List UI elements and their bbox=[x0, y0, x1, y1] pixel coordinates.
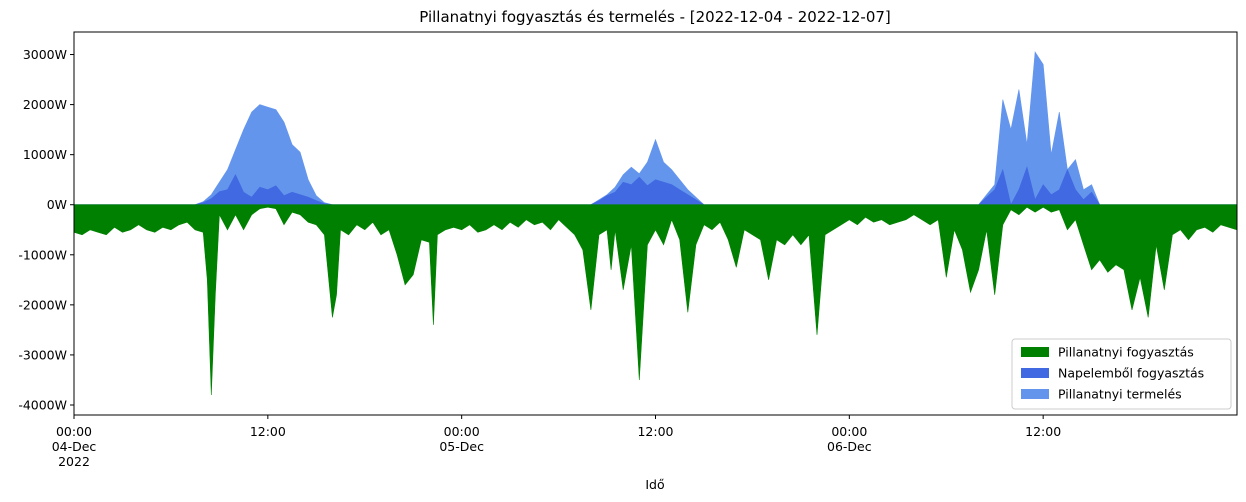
x-axis-label: Idő bbox=[645, 477, 664, 492]
x-tick-label: 2022 bbox=[58, 454, 90, 469]
legend: Pillanatnyi fogyasztás Napelemből fogyasz… bbox=[1011, 338, 1232, 410]
x-tick-label: 12:00 bbox=[637, 424, 673, 439]
chart-title: Pillanatnyi fogyasztás és termelés - [20… bbox=[419, 8, 891, 26]
series-area-pillanatnyi-termeles bbox=[74, 51, 1237, 205]
x-tick-label: 00:00 bbox=[444, 424, 480, 439]
legend-swatch-pillanatnyi-fogyasztas bbox=[1021, 347, 1049, 357]
y-tick-label: -1000W bbox=[18, 247, 67, 262]
y-tick-label: -2000W bbox=[18, 297, 67, 312]
x-tick-label: 00:00 bbox=[831, 424, 867, 439]
legend-swatch-napelembol-fogyasztas bbox=[1021, 368, 1049, 378]
y-tick-label: 1000W bbox=[23, 147, 67, 162]
series-area-pillanatnyi-fogyasztas bbox=[73, 204, 1238, 396]
series-area-napelembol-fogyasztas bbox=[74, 166, 1237, 206]
y-tick-label: 3000W bbox=[23, 47, 67, 62]
plot-frame bbox=[73, 31, 1238, 416]
legend-swatch-pillanatnyi-termeles bbox=[1021, 389, 1049, 399]
legend-label-pillanatnyi-fogyasztas: Pillanatnyi fogyasztás bbox=[1058, 345, 1194, 360]
x-tick-label: 00:00 bbox=[56, 424, 92, 439]
x-tick-label: 06-Dec bbox=[827, 439, 872, 454]
x-tick-label: 04-Dec bbox=[52, 439, 97, 454]
y-axis: 3000W 2000W 1000W 0W -1000W -2000W -3000W -4000… bbox=[18, 47, 74, 412]
legend-label-pillanatnyi-termeles: Pillanatnyi termelés bbox=[1058, 387, 1182, 402]
y-tick-label: 2000W bbox=[23, 97, 67, 112]
y-tick-label: -3000W bbox=[18, 347, 67, 362]
plot-area bbox=[73, 51, 1238, 396]
legend-label-napelembol-fogyasztas: Napelemből fogyasztás bbox=[1058, 366, 1204, 381]
x-tick-label: 12:00 bbox=[250, 424, 286, 439]
y-tick-label: 0W bbox=[47, 197, 67, 212]
x-tick-label: 05-Dec bbox=[439, 439, 484, 454]
legend-box bbox=[1011, 338, 1232, 410]
y-tick-label: -4000W bbox=[18, 397, 67, 412]
x-tick-label: 12:00 bbox=[1025, 424, 1061, 439]
